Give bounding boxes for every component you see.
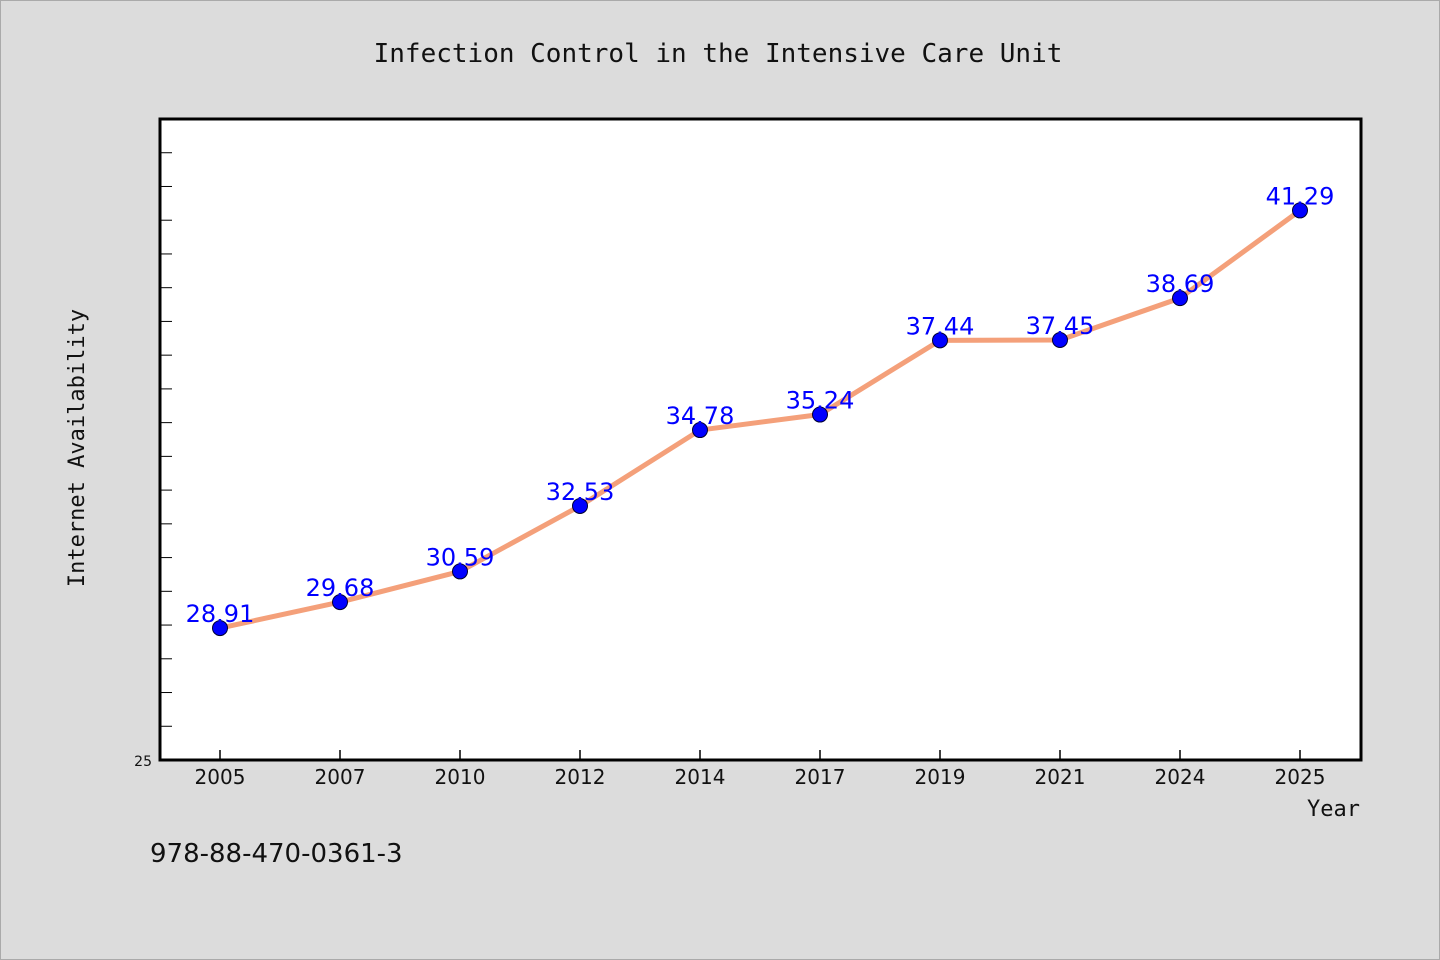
- data-point: [572, 497, 588, 514]
- x-tick-label: 2019: [915, 765, 966, 789]
- series-markers: [212, 202, 1308, 637]
- data-point: [1052, 331, 1068, 348]
- data-point: [932, 332, 948, 349]
- x-tick-label: 2012: [555, 765, 606, 789]
- y-axis-ticks: [160, 152, 172, 727]
- chart-title: Infection Control in the Intensive Care …: [374, 39, 1063, 69]
- x-tick-label: 2005: [195, 765, 246, 789]
- x-tick-label: 2025: [1275, 765, 1326, 789]
- data-label: 34.78: [666, 402, 735, 430]
- x-tick-label: 2017: [795, 765, 846, 789]
- data-label: 30.59: [426, 543, 495, 571]
- data-point: [212, 620, 228, 637]
- data-point: [332, 594, 348, 611]
- data-point: [1172, 290, 1188, 307]
- y-axis-title: Internet Availability: [65, 309, 90, 587]
- x-tick-labels: 2005 2007 2010 2012 2014 2017 2019 2021 2024 2025: [195, 765, 1326, 789]
- data-label: 37.45: [1026, 312, 1095, 340]
- data-label: 38.69: [1146, 270, 1215, 298]
- plot-area: [158, 117, 1363, 762]
- x-tick-label: 2014: [675, 765, 726, 789]
- data-point: [692, 422, 708, 439]
- data-point: [812, 406, 828, 423]
- x-axis-title: Year: [1307, 797, 1360, 822]
- series-line: [219, 208, 1302, 631]
- data-point: [452, 563, 468, 580]
- x-tick-label: 2024: [1155, 765, 1206, 789]
- x-tick-label: 2021: [1035, 765, 1086, 789]
- footer-isbn: 978-88-470-0361-3: [150, 839, 403, 869]
- y-tick-label: 25: [134, 754, 152, 770]
- data-label: 35.24: [786, 387, 855, 415]
- x-tick-label: 2010: [435, 765, 486, 789]
- data-point: [1292, 202, 1308, 219]
- data-label: 29.68: [306, 574, 375, 602]
- x-axis-ticks: [219, 750, 1301, 760]
- x-tick-label: 2007: [315, 765, 366, 789]
- data-labels: 28.91 29.68 30.59 32.53 34.78 35.24 37.44 37.45…: [186, 182, 1335, 628]
- data-label: 28.91: [186, 600, 255, 628]
- data-label: 41.29: [1266, 182, 1335, 210]
- data-label: 32.53: [546, 478, 615, 506]
- data-label: 37.44: [906, 312, 975, 340]
